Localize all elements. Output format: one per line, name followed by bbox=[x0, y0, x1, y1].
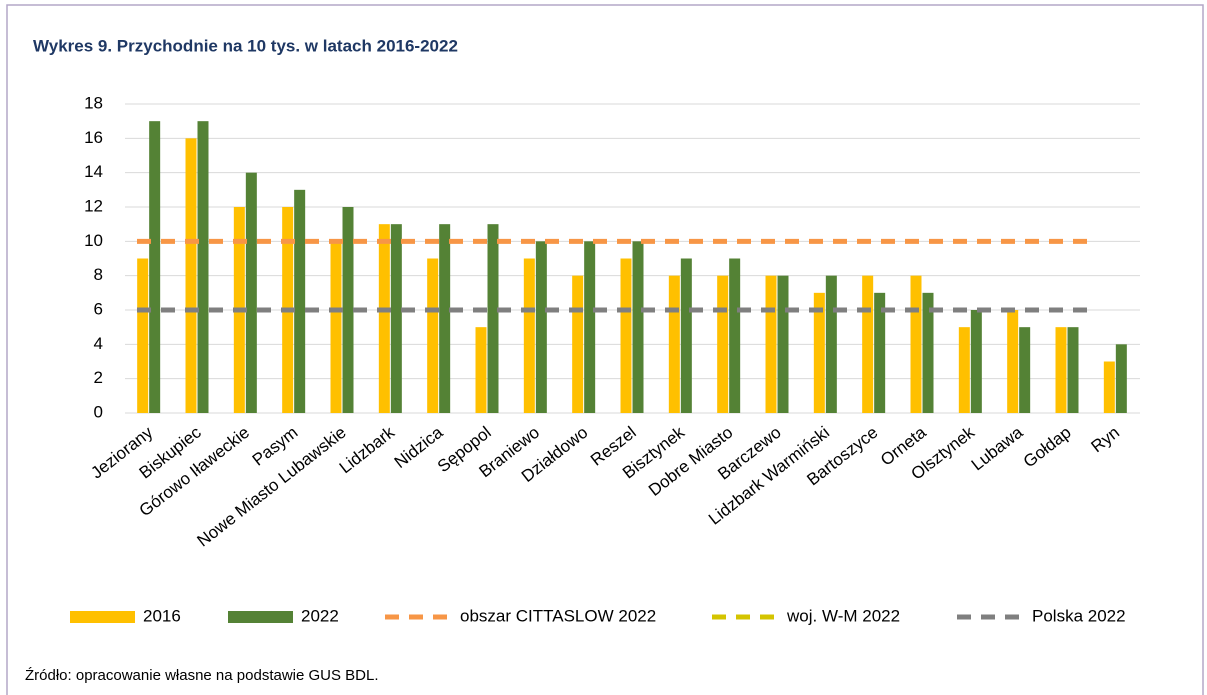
bar bbox=[765, 275, 777, 413]
bar bbox=[439, 224, 451, 413]
bar bbox=[572, 275, 584, 413]
bar bbox=[874, 292, 886, 413]
bar bbox=[427, 258, 439, 413]
legend-label: Polska 2022 bbox=[1032, 606, 1126, 625]
y-tick-label: 14 bbox=[84, 162, 103, 181]
bar bbox=[378, 224, 390, 413]
bar bbox=[294, 189, 306, 413]
x-tick-label: Gołdap bbox=[1020, 423, 1075, 472]
legend-label: 2022 bbox=[301, 606, 339, 625]
bar bbox=[342, 207, 354, 413]
bar bbox=[1067, 327, 1079, 413]
bar bbox=[149, 121, 161, 414]
bar bbox=[523, 258, 535, 413]
legend-swatch bbox=[70, 611, 135, 623]
bar bbox=[632, 241, 644, 413]
bar bbox=[680, 258, 692, 413]
bar bbox=[970, 310, 982, 413]
bar bbox=[910, 275, 922, 413]
y-tick-label: 0 bbox=[94, 402, 103, 421]
x-tick-label: Ryn bbox=[1088, 423, 1124, 457]
legend-label: woj. W-M 2022 bbox=[786, 606, 900, 625]
bar bbox=[390, 224, 402, 413]
bar bbox=[1007, 310, 1019, 413]
legend-swatch bbox=[228, 611, 293, 623]
bar bbox=[137, 258, 149, 413]
x-tick-label: Lidzbark bbox=[336, 422, 399, 477]
bar bbox=[825, 275, 837, 413]
bar bbox=[1019, 327, 1031, 413]
bar bbox=[1103, 361, 1115, 413]
bar bbox=[185, 138, 197, 414]
bar bbox=[862, 275, 874, 413]
legend-label: obszar CITTASLOW 2022 bbox=[460, 606, 656, 625]
bar bbox=[777, 275, 789, 413]
y-tick-label: 8 bbox=[94, 265, 103, 284]
y-tick-label: 6 bbox=[94, 299, 103, 318]
bar bbox=[584, 241, 596, 413]
y-tick-label: 4 bbox=[94, 334, 103, 353]
frame bbox=[6, 4, 1204, 695]
bar bbox=[1115, 344, 1127, 413]
chart-title: Wykres 9. Przychodnie na 10 tys. w latac… bbox=[33, 36, 458, 55]
bar bbox=[1055, 327, 1067, 413]
bar bbox=[330, 241, 342, 413]
y-tick-label: 16 bbox=[84, 128, 103, 147]
bar bbox=[535, 241, 547, 413]
bar bbox=[487, 224, 499, 413]
bar bbox=[245, 172, 257, 413]
bar bbox=[729, 258, 741, 413]
y-tick-label: 10 bbox=[84, 231, 103, 250]
y-tick-label: 2 bbox=[94, 368, 103, 387]
y-tick-label: 18 bbox=[84, 93, 103, 112]
x-tick-label: Lubawa bbox=[968, 422, 1027, 474]
bar bbox=[620, 258, 632, 413]
bar bbox=[922, 292, 934, 413]
bar bbox=[958, 327, 970, 413]
y-tick-label: 12 bbox=[84, 196, 103, 215]
bar bbox=[668, 275, 680, 413]
bar bbox=[197, 121, 209, 414]
bar bbox=[813, 292, 825, 413]
source-note: Źródło: opracowanie własne na podstawie … bbox=[25, 667, 379, 684]
bar bbox=[717, 275, 729, 413]
legend-label: 2016 bbox=[143, 606, 181, 625]
bar bbox=[475, 327, 487, 413]
